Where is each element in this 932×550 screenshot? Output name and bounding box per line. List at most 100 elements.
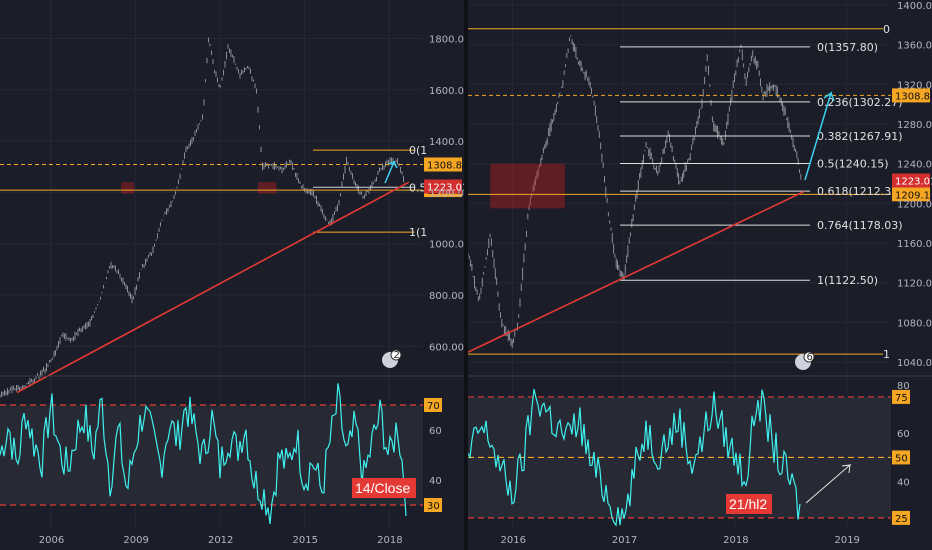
price-tick-label: 1080.00: [897, 318, 932, 329]
price-tick-label: 1160.00: [897, 239, 932, 250]
left-fib: 0(1 0.5 1(1: [313, 144, 427, 239]
fib-level-label: 0.236(1302.27): [817, 96, 903, 109]
time-tick-label: 2018: [377, 535, 402, 546]
left-rsi-panel: 70 30 60 40 14/Close: [0, 375, 464, 524]
orange-range-mark: 0: [883, 23, 890, 36]
price-tick-label: 1360.00: [897, 41, 932, 52]
events-count-circle[interactable]: [390, 349, 402, 361]
right-time-axis[interactable]: 2016 2017 2018 2019: [501, 535, 860, 546]
support-zone: [490, 163, 565, 209]
level-price-label: 1209.12: [895, 190, 932, 201]
rsi-level-label: 70: [427, 401, 440, 412]
left-price-series: [0, 37, 406, 398]
trendline[interactable]: [16, 181, 410, 394]
rsi-level-tag: [892, 389, 910, 404]
price-tick-label: 1000.00: [429, 240, 464, 251]
orange-range-mark: 1: [883, 348, 890, 361]
price-tick-label: 1120.00: [897, 279, 932, 290]
rsi-line: [0, 383, 407, 524]
right-price-axis[interactable]: 1308.84 1209.12 1223.01 1040.00 1080.00 1120.…: [795, 1, 932, 370]
rsi-tick-label: 80: [897, 381, 910, 392]
rsi-tick-label: 60: [897, 429, 910, 440]
level-price-tag: [892, 88, 930, 103]
projection-arrow[interactable]: [804, 91, 835, 181]
trendline[interactable]: [468, 190, 805, 353]
rsi-level-label: 30: [427, 501, 440, 512]
events-count-circle[interactable]: [803, 351, 815, 363]
fib-level-label: 0.5: [409, 181, 427, 194]
rsi-level-label: 50: [895, 453, 908, 464]
time-tick-label: 2006: [39, 535, 64, 546]
right-chart-svg: 0(1357.80) 0.236(1302.27) 0.382(1267.91) 0.…: [468, 0, 932, 546]
fib-level-label: 1(1122.50): [817, 274, 878, 287]
rsi-tick-label: 40: [429, 476, 442, 487]
right-rsi-panel: 75 50 25 80 60 40 21/hl2: [468, 375, 932, 527]
support-zone: [121, 182, 134, 194]
rsi-annotation-label: 21/hl2: [729, 496, 767, 512]
level-price-label: 1308.84: [895, 91, 932, 102]
price-tick-label: 1400.00: [429, 137, 464, 148]
right-price-series: [468, 35, 802, 348]
price-tick-label: 1600.00: [429, 86, 464, 97]
fib-level-label: 0.382(1267.91): [817, 130, 903, 143]
left-trendline[interactable]: [16, 160, 410, 394]
left-price-axis[interactable]: 1308.841209.121223.01600.00800.001000.00…: [382, 34, 464, 368]
time-tick-label: 2016: [501, 535, 526, 546]
rsi-level-tag: [424, 398, 442, 412]
rsi-projection-arrow[interactable]: [805, 464, 852, 504]
rsi-tick-label: 40: [897, 478, 910, 489]
fib-level-label: 0(1: [409, 144, 427, 157]
time-tick-label: 2017: [612, 535, 637, 546]
rsi-line: [468, 388, 801, 527]
current-price-label: 1223.01: [427, 183, 464, 194]
price-tick-label: 600.00: [429, 342, 464, 353]
level-price-label: 1308.84: [427, 160, 464, 171]
price-tick-label: 1200.00: [429, 188, 464, 199]
fib-level-label: 0.5(1240.15): [817, 158, 889, 171]
level-price-tag: [424, 157, 462, 172]
price-tick-label: 1800.00: [429, 34, 464, 45]
fib-level-label: 0.618(1212.38): [817, 185, 903, 198]
time-tick-label: 2019: [834, 535, 859, 546]
rsi-level-label: 75: [895, 393, 908, 404]
right-fib: 0(1357.80) 0.236(1302.27) 0.382(1267.91) 0.…: [468, 23, 903, 361]
left-levels: [0, 163, 423, 194]
rsi-level-tag: [892, 510, 910, 525]
right-trendline[interactable]: [468, 91, 835, 353]
left-chart-panel: 0(10.51(1 1308.841209.121223.01600.00800…: [0, 0, 464, 550]
current-price-label: 1223.01: [895, 177, 932, 188]
left-chart-svg: 0(10.51(1 1308.841209.121223.01600.00800…: [0, 0, 464, 546]
level-price-tag: [892, 187, 930, 202]
rsi-level-label: 25: [895, 514, 908, 525]
price-tick-label: 1280.00: [897, 120, 932, 131]
left-time-axis[interactable]: 2006 2009 2012 2015 2018: [39, 535, 403, 546]
support-zone: [258, 182, 277, 194]
rsi-level-tag: [424, 498, 442, 512]
events-count: 6: [807, 352, 813, 363]
price-tick-label: 800.00: [429, 291, 464, 302]
price-tick-label: 1400.00: [897, 1, 932, 12]
price-tick-label: 1240.00: [897, 160, 932, 171]
events-count: 2: [394, 350, 400, 361]
current-price-tag: [892, 173, 930, 188]
right-levels: [468, 94, 891, 209]
rsi-annotation-box: [726, 494, 772, 514]
panel-divider[interactable]: [464, 0, 468, 550]
right-chart-panel: 0(1357.80) 0.236(1302.27) 0.382(1267.91) 0.…: [468, 0, 932, 550]
price-tick-label: 1040.00: [897, 358, 932, 369]
price-tick-label: 1320.00: [897, 80, 932, 91]
rsi-annotation-box: [352, 478, 416, 498]
fib-level-label: 0(1357.80): [817, 41, 878, 54]
current-price-tag: [424, 179, 462, 194]
rsi-level-tag: [892, 450, 910, 465]
projection-arrow[interactable]: [384, 160, 398, 184]
time-tick-label: 2018: [723, 535, 748, 546]
fib-level-label: 1(1: [409, 226, 427, 239]
fib-level-label: 0.764(1178.03): [817, 219, 903, 232]
price-tick-label: 1200.00: [897, 199, 932, 210]
time-tick-label: 2012: [208, 535, 233, 546]
rsi-tick-label: 60: [429, 426, 442, 437]
time-tick-label: 2015: [293, 535, 318, 546]
rsi-annotation-label: 14/Close: [355, 480, 410, 496]
time-tick-label: 2009: [123, 535, 148, 546]
